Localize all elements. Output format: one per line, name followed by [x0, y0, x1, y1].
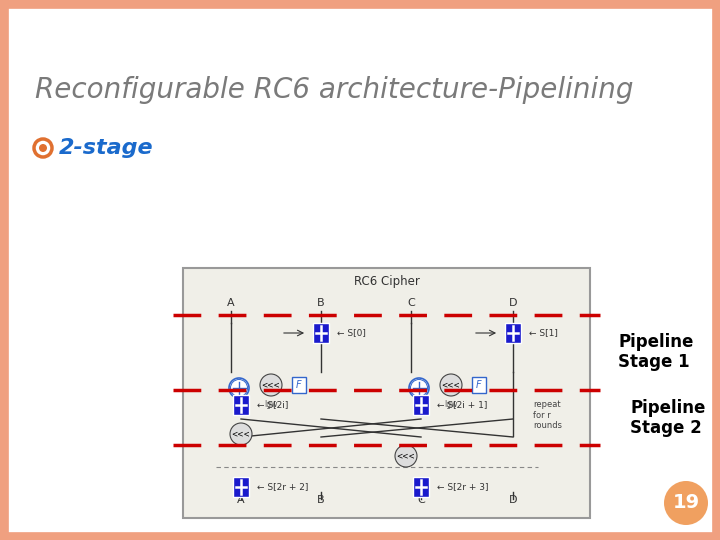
- Text: ← S[2r + 2]: ← S[2r + 2]: [257, 483, 308, 491]
- Text: B: B: [318, 495, 325, 505]
- Bar: [472, 377, 486, 393]
- Text: 2-stage: 2-stage: [59, 138, 153, 158]
- Circle shape: [39, 144, 47, 152]
- Circle shape: [395, 445, 417, 467]
- Bar: [413, 477, 428, 497]
- Text: ← S[2i]: ← S[2i]: [257, 401, 289, 409]
- Circle shape: [260, 374, 282, 396]
- Text: ← S[0]: ← S[0]: [337, 328, 366, 338]
- Text: F: F: [296, 380, 302, 390]
- Text: D: D: [509, 495, 517, 505]
- Circle shape: [230, 423, 252, 445]
- Text: F: F: [476, 380, 482, 390]
- Text: <<<: <<<: [397, 451, 415, 461]
- Text: C: C: [407, 298, 415, 308]
- Text: lgw: lgw: [264, 400, 278, 409]
- Bar: [233, 477, 248, 497]
- Text: lgw: lgw: [444, 400, 458, 409]
- Circle shape: [664, 481, 708, 525]
- Text: Pipeline
Stage 2: Pipeline Stage 2: [630, 399, 706, 437]
- Circle shape: [229, 378, 249, 398]
- Text: <<<: <<<: [232, 429, 251, 438]
- Circle shape: [409, 378, 429, 398]
- Bar: [413, 395, 428, 415]
- Text: <<<: <<<: [261, 381, 280, 389]
- Text: ← S[2i + 1]: ← S[2i + 1]: [437, 401, 487, 409]
- Text: Reconfigurable RC6 architecture-Pipelining: Reconfigurable RC6 architecture-Pipelini…: [35, 76, 634, 104]
- Text: ← S[2r + 3]: ← S[2r + 3]: [437, 483, 488, 491]
- Bar: [292, 377, 306, 393]
- Circle shape: [440, 374, 462, 396]
- Text: RC6 Cipher: RC6 Cipher: [354, 275, 420, 288]
- Text: ← S[1]: ← S[1]: [529, 328, 558, 338]
- Text: repeat
for r
rounds: repeat for r rounds: [533, 400, 562, 430]
- Text: A: A: [237, 495, 245, 505]
- Text: <<<: <<<: [441, 381, 460, 389]
- Text: D: D: [509, 298, 517, 308]
- Bar: [183, 268, 590, 518]
- Text: A: A: [228, 298, 235, 308]
- Bar: [313, 323, 329, 343]
- Bar: [505, 323, 521, 343]
- Text: B: B: [318, 298, 325, 308]
- Text: 19: 19: [672, 494, 700, 512]
- Text: Pipeline
Stage 1: Pipeline Stage 1: [618, 333, 693, 372]
- Bar: [233, 395, 248, 415]
- Text: C: C: [417, 495, 425, 505]
